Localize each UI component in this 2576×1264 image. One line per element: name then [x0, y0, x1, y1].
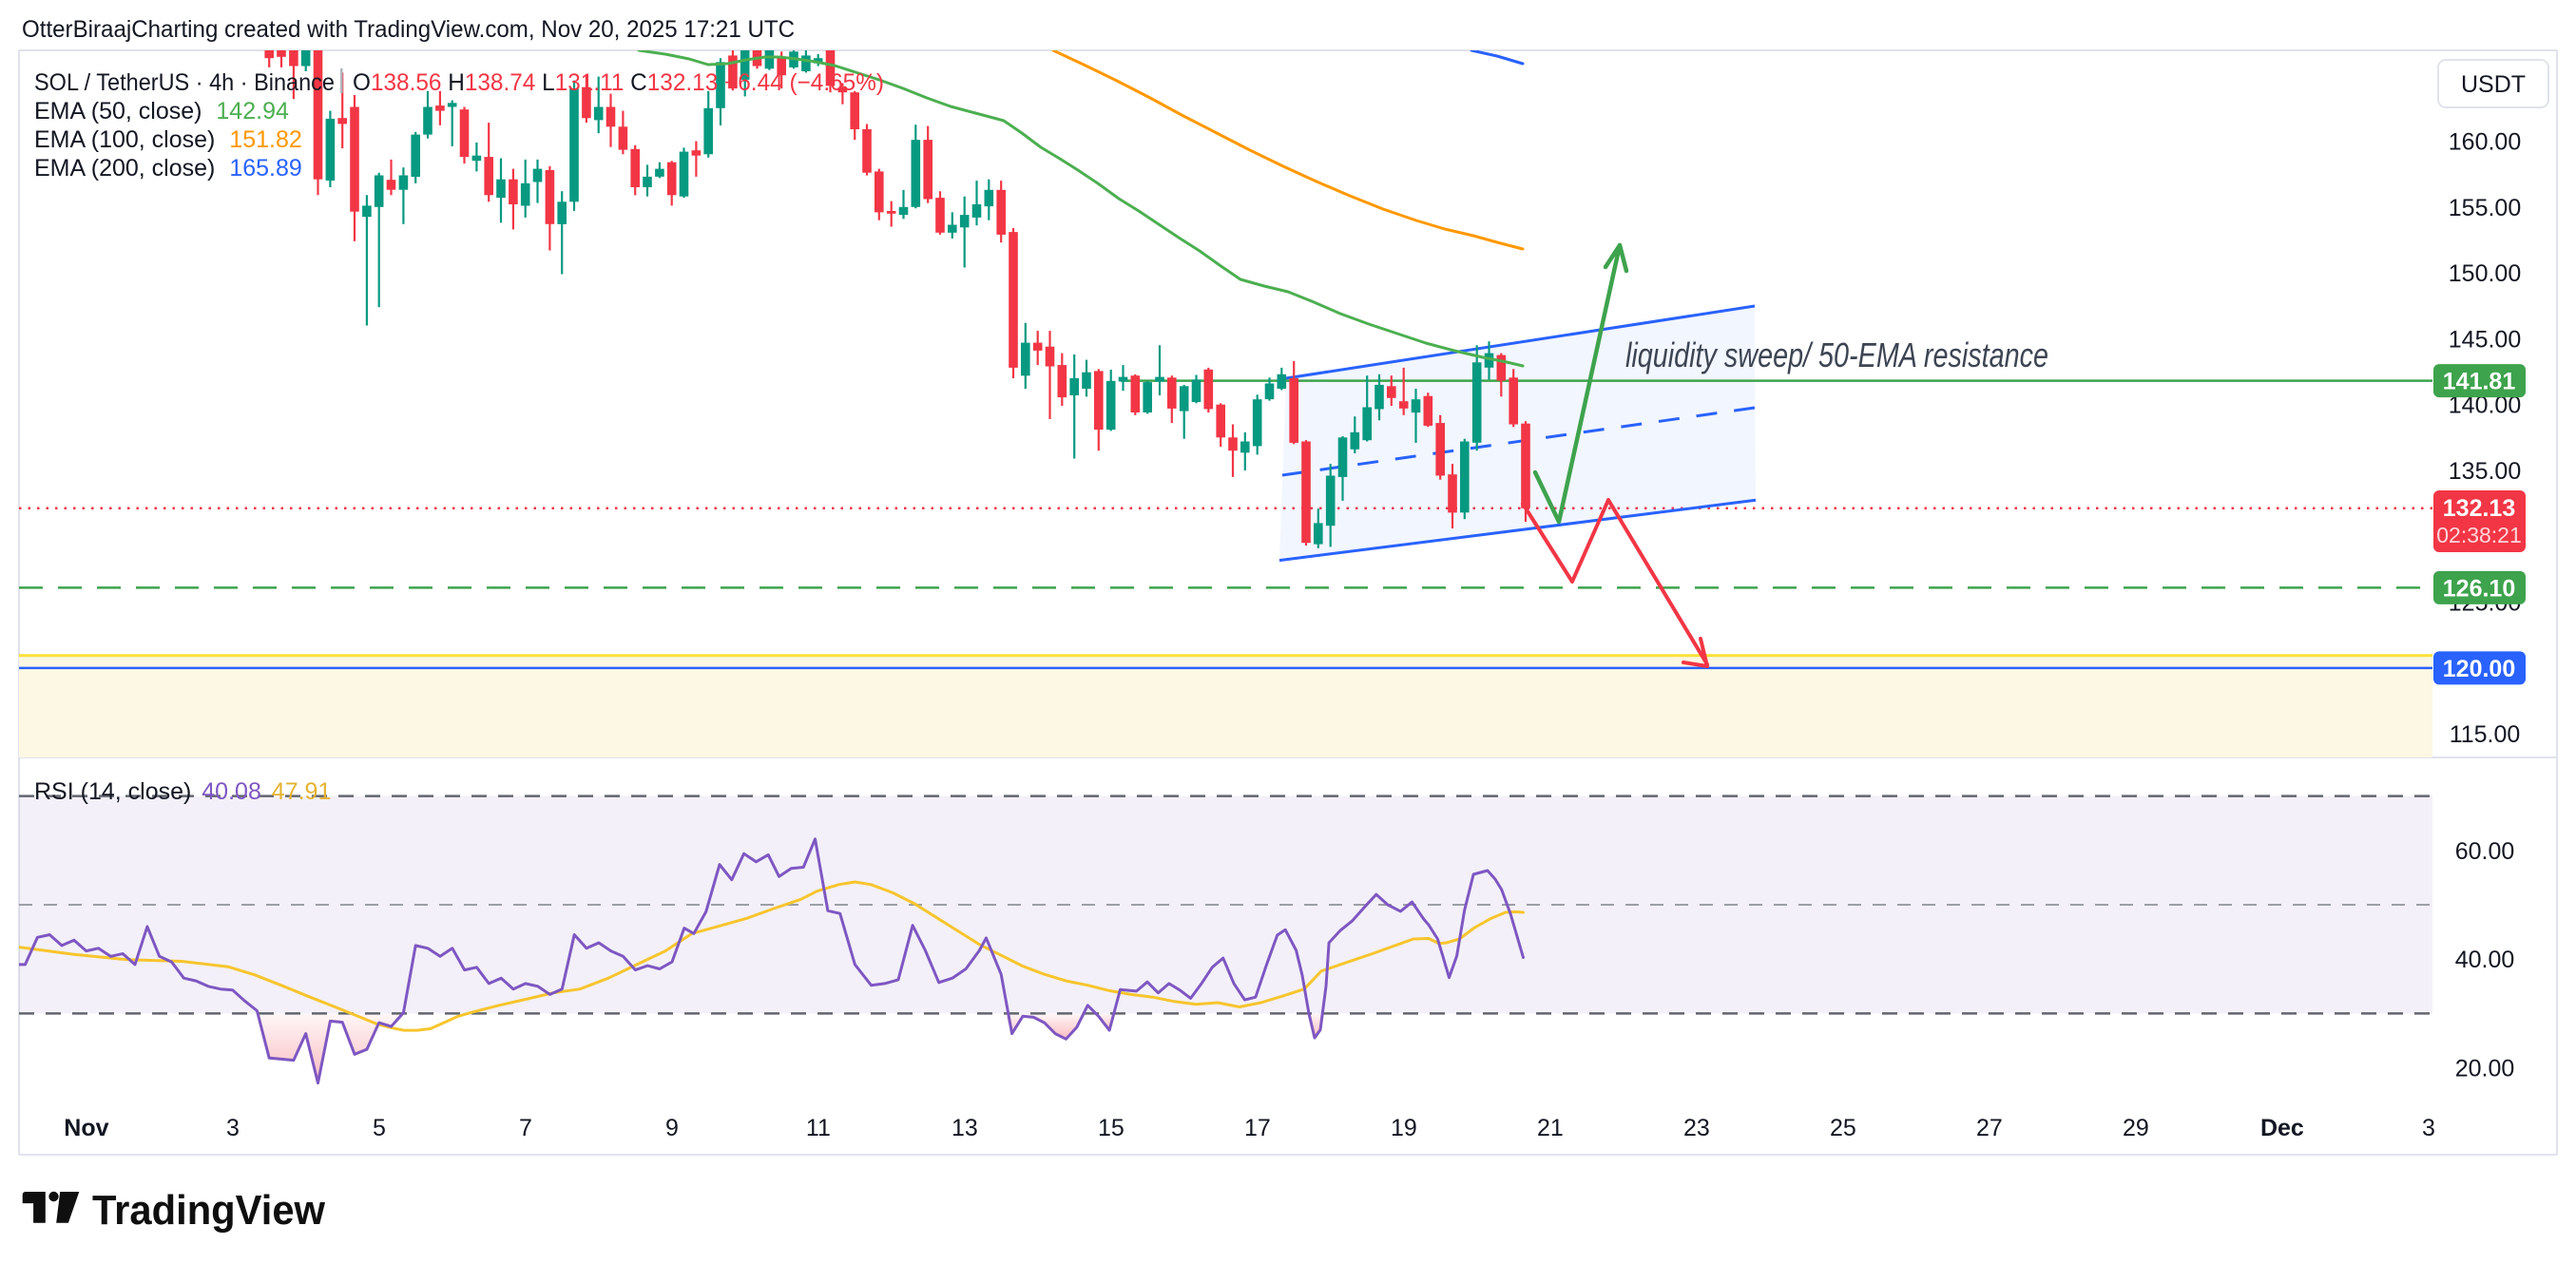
svg-text:145.00: 145.00 — [2449, 326, 2521, 353]
svg-text:29: 29 — [2123, 1115, 2149, 1141]
svg-text:EMA (200, close) 165.89: EMA (200, close) 165.89 — [34, 155, 302, 182]
svg-text:O138.56 H138.74 L131.11 C13: O138.56 H138.74 L131.11 C132.13 −6.44 (−… — [353, 69, 884, 96]
svg-text:15: 15 — [1098, 1115, 1125, 1141]
svg-text:11: 11 — [806, 1115, 831, 1141]
svg-text:21: 21 — [1537, 1115, 1564, 1141]
svg-text:17: 17 — [1244, 1115, 1271, 1141]
svg-text:7: 7 — [519, 1115, 532, 1141]
svg-text:141.81: 141.81 — [2443, 369, 2516, 395]
svg-text:02:38:21: 02:38:21 — [2436, 523, 2522, 547]
svg-text:132.13: 132.13 — [2443, 495, 2515, 522]
svg-text:EMA (100, close) 151.82: EMA (100, close) 151.82 — [34, 126, 302, 153]
svg-text:135.00: 135.00 — [2449, 458, 2521, 485]
svg-text:Nov: Nov — [64, 1115, 108, 1141]
svg-text:TradingView: TradingView — [92, 1187, 326, 1234]
svg-text:OtterBiraajCharting created wi: OtterBiraajCharting created with Trading… — [22, 16, 795, 43]
svg-text:5: 5 — [373, 1115, 386, 1141]
svg-text:9: 9 — [665, 1115, 679, 1141]
svg-text:115.00: 115.00 — [2450, 721, 2521, 748]
svg-text:13: 13 — [952, 1115, 978, 1141]
svg-text:USDT: USDT — [2461, 71, 2526, 98]
svg-text:120.00: 120.00 — [2443, 656, 2515, 682]
svg-text:19: 19 — [1391, 1115, 1417, 1141]
svg-text:160.00: 160.00 — [2449, 129, 2521, 156]
svg-text:40.00: 40.00 — [2455, 947, 2515, 973]
svg-text:EMA (50, close) 142.94: EMA (50, close) 142.94 — [34, 98, 289, 124]
svg-text:23: 23 — [1683, 1115, 1710, 1141]
svg-text:126.10: 126.10 — [2443, 575, 2515, 602]
svg-text:3: 3 — [2422, 1115, 2435, 1141]
svg-text:SOL / TetherUS · 4h · Binance: SOL / TetherUS · 4h · Binance — [34, 69, 335, 96]
svg-text:liquidity sweep/ 50-EMA resist: liquidity sweep/ 50-EMA resistance — [1625, 335, 2048, 374]
svg-text:150.00: 150.00 — [2449, 260, 2521, 287]
svg-text:155.00: 155.00 — [2449, 195, 2521, 221]
svg-text:Dec: Dec — [2260, 1115, 2304, 1141]
svg-text:25: 25 — [1830, 1115, 1856, 1141]
svg-text:20.00: 20.00 — [2455, 1056, 2515, 1082]
svg-text:RSI (14, close) 40.08 47.91: RSI (14, close) 40.08 47.91 — [34, 778, 331, 805]
svg-text:60.00: 60.00 — [2455, 838, 2515, 865]
svg-text:27: 27 — [1976, 1115, 2003, 1141]
svg-text:3: 3 — [226, 1115, 240, 1141]
